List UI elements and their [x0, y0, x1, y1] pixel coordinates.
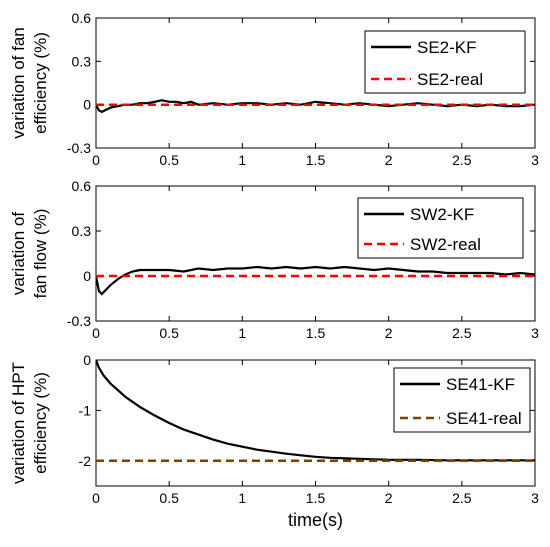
y-tick-label: 0.3	[72, 223, 92, 239]
x-tick-label: 3	[531, 325, 539, 341]
x-tick-label: 1.5	[306, 325, 326, 341]
x-tick-label: 0.5	[159, 490, 179, 506]
legend-label: SE41-real	[446, 409, 522, 428]
legend-label: SE2-real	[417, 70, 483, 89]
series-line-SW2-KF	[96, 265, 535, 296]
y-tick-label: -0.3	[67, 140, 91, 156]
legend-label: SE2-KF	[417, 38, 477, 57]
x-tick-label: 1	[238, 490, 246, 506]
y-tick-label: 0.3	[72, 53, 92, 69]
x-tick-label: 1.5	[306, 152, 326, 168]
x-tick-label: 3	[531, 152, 539, 168]
x-tick-label: 2	[385, 490, 393, 506]
legend: SE2-KF SE2-real	[364, 30, 526, 94]
y-tick-label: 0	[83, 97, 91, 113]
y-tick-label: 0	[83, 268, 91, 284]
x-tick-label: 1	[238, 325, 246, 341]
x-tick-label: 1.5	[306, 490, 326, 506]
y-tick-label: 0.6	[72, 10, 92, 26]
x-tick-label: 3	[531, 490, 539, 506]
legend: SW2-KF SW2-real	[357, 197, 524, 259]
y-tick-label: -0.3	[67, 313, 91, 329]
y-axis-label-line: fan flow (%)	[31, 209, 50, 299]
x-tick-label: 0.5	[159, 325, 179, 341]
x-tick-label: 2.5	[452, 325, 472, 341]
series-line-SE2-KF	[96, 99, 535, 114]
x-tick-label: 0	[92, 152, 100, 168]
x-tick-label: 0	[92, 490, 100, 506]
legend-label: SW2-real	[410, 235, 481, 254]
x-tick-label: 2.5	[452, 490, 472, 506]
x-tick-label: 2	[385, 152, 393, 168]
y-tick-label: -1	[79, 402, 92, 418]
y-tick-label: -2	[79, 453, 92, 469]
y-axis-label-line: efficiency (%)	[31, 32, 50, 134]
legend-box	[393, 367, 531, 433]
legend-label: SE41-KF	[446, 375, 515, 394]
legend-label: SW2-KF	[410, 205, 474, 224]
y-axis-label-line: variation of fan	[9, 27, 28, 139]
x-tick-label: 2	[385, 325, 393, 341]
legend-box	[357, 197, 524, 259]
y-tick-label: 0	[83, 352, 91, 368]
y-axis-label: variation of fan efficiency (%)	[9, 27, 50, 139]
y-axis-label: variation of HPT efficiency (%)	[9, 362, 50, 484]
y-axis-label: variation of fan flow (%)	[9, 209, 50, 299]
x-axis-label: time(s)	[288, 510, 343, 530]
panel-3: 0 0.5 1 1.5 2 2.5 3 -2 -1 0 variation of HPT effici…	[9, 352, 539, 530]
y-axis-label-line: variation of HPT	[9, 362, 28, 484]
legend: SE41-KF SE41-real	[393, 367, 531, 433]
y-axis-label-line: variation of	[9, 212, 28, 295]
legend-box	[364, 30, 526, 94]
y-axis-label-line: efficiency (%)	[31, 372, 50, 474]
x-tick-label: 0.5	[159, 152, 179, 168]
x-tick-label: 2.5	[452, 152, 472, 168]
y-tick-label: 0.6	[72, 178, 92, 194]
x-tick-label: 1	[238, 152, 246, 168]
x-tick-label: 0	[92, 325, 100, 341]
